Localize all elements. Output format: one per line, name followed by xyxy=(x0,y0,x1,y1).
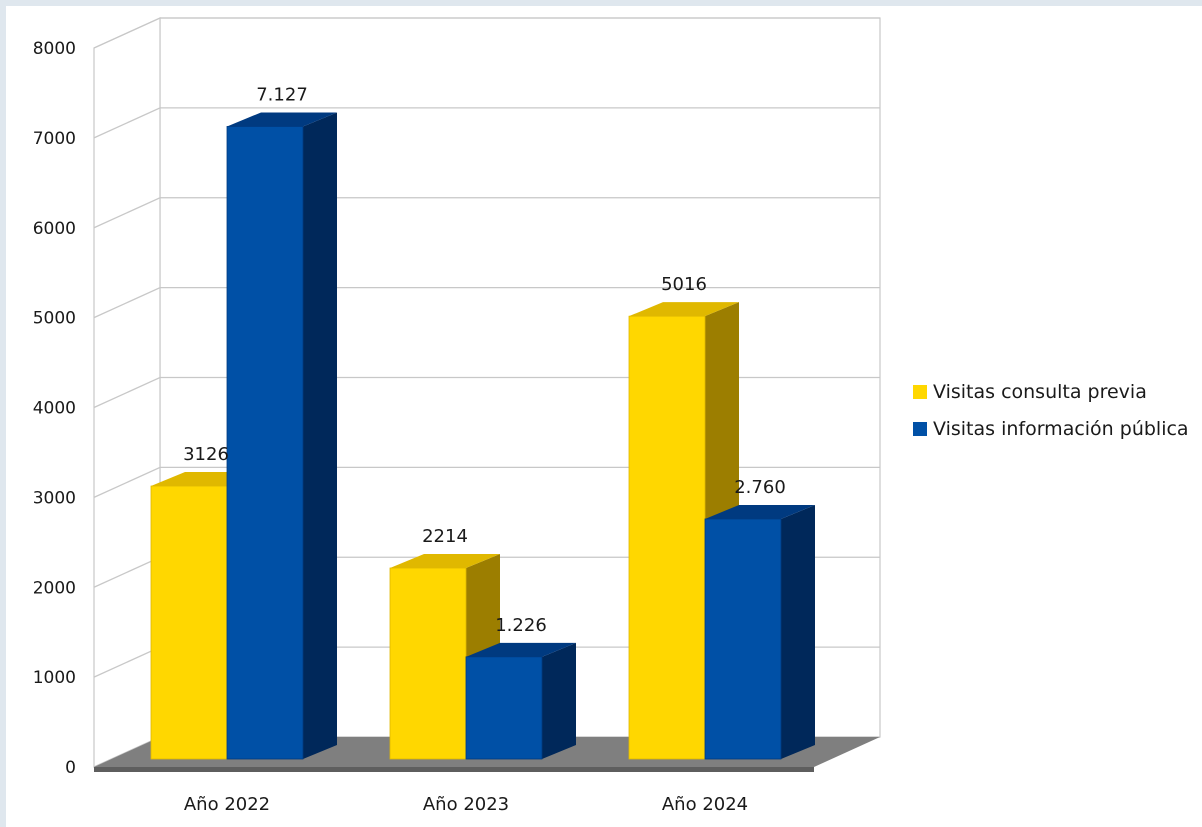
bar xyxy=(226,112,337,760)
y-tick-label: 2000 xyxy=(33,578,76,598)
bar-value-label: 3126 xyxy=(183,444,229,465)
floor-edge xyxy=(94,767,814,772)
bar-front xyxy=(704,518,782,760)
bars xyxy=(150,112,815,760)
y-tick-label: 4000 xyxy=(33,399,76,419)
legend-item: Visitas consulta previa xyxy=(913,381,1147,403)
bar-value-label: 2.760 xyxy=(734,477,786,498)
bar-chart-3d: 0 1000 2000 3000 4000 5000 6000 7000 8000 3126 7.… xyxy=(33,17,1189,815)
y-tick-label: 6000 xyxy=(33,219,76,239)
bar-front xyxy=(150,485,228,760)
legend-item: Visitas información pública xyxy=(913,418,1189,440)
x-category-label: Año 2022 xyxy=(184,794,270,815)
legend-label: Visitas información pública xyxy=(933,418,1189,440)
bar-value-label: 5016 xyxy=(661,274,707,295)
chart-frame: 0 1000 2000 3000 4000 5000 6000 7000 8000 3126 7.… xyxy=(6,6,1202,827)
y-tick-label: 1000 xyxy=(33,668,76,688)
bar-front xyxy=(389,567,467,760)
bar-front xyxy=(226,126,304,760)
bar-side xyxy=(303,112,337,759)
x-category-label: Año 2024 xyxy=(662,794,748,815)
bar-front xyxy=(465,656,543,760)
y-axis-tick-labels: 0 1000 2000 3000 4000 5000 6000 7000 8000 xyxy=(33,39,76,778)
gridline xyxy=(93,17,880,49)
legend-swatch xyxy=(913,422,927,436)
bar-front xyxy=(628,315,706,760)
y-tick-label: 5000 xyxy=(33,309,76,329)
y-tick-label: 8000 xyxy=(33,39,76,59)
y-tick-label: 3000 xyxy=(33,488,76,508)
bar-top xyxy=(466,642,576,657)
legend: Visitas consulta previa Visitas informaci… xyxy=(913,381,1189,440)
y-tick-label: 7000 xyxy=(33,129,76,149)
bar-top xyxy=(227,112,337,127)
bar-side xyxy=(781,504,815,759)
bar-top xyxy=(629,302,739,317)
gridline xyxy=(93,286,880,319)
y-tick-label: 0 xyxy=(65,758,76,778)
bar-top xyxy=(390,554,500,569)
gridline xyxy=(93,107,880,139)
bar-top xyxy=(705,504,815,519)
bar-value-label: 2214 xyxy=(422,526,468,547)
bar-value-label: 1.226 xyxy=(495,615,547,636)
x-axis-category-labels: Año 2022 Año 2023 Año 2024 xyxy=(184,794,748,815)
legend-label: Visitas consulta previa xyxy=(933,381,1147,403)
x-category-label: Año 2023 xyxy=(423,794,509,815)
bar-value-label: 7.127 xyxy=(256,84,308,105)
data-labels: 3126 7.127 2214 1.226 5016 2.760 xyxy=(183,84,786,635)
bar-side xyxy=(542,642,576,759)
bar xyxy=(465,642,576,760)
gridline xyxy=(93,197,880,229)
bar xyxy=(704,504,815,760)
legend-swatch xyxy=(913,385,927,399)
